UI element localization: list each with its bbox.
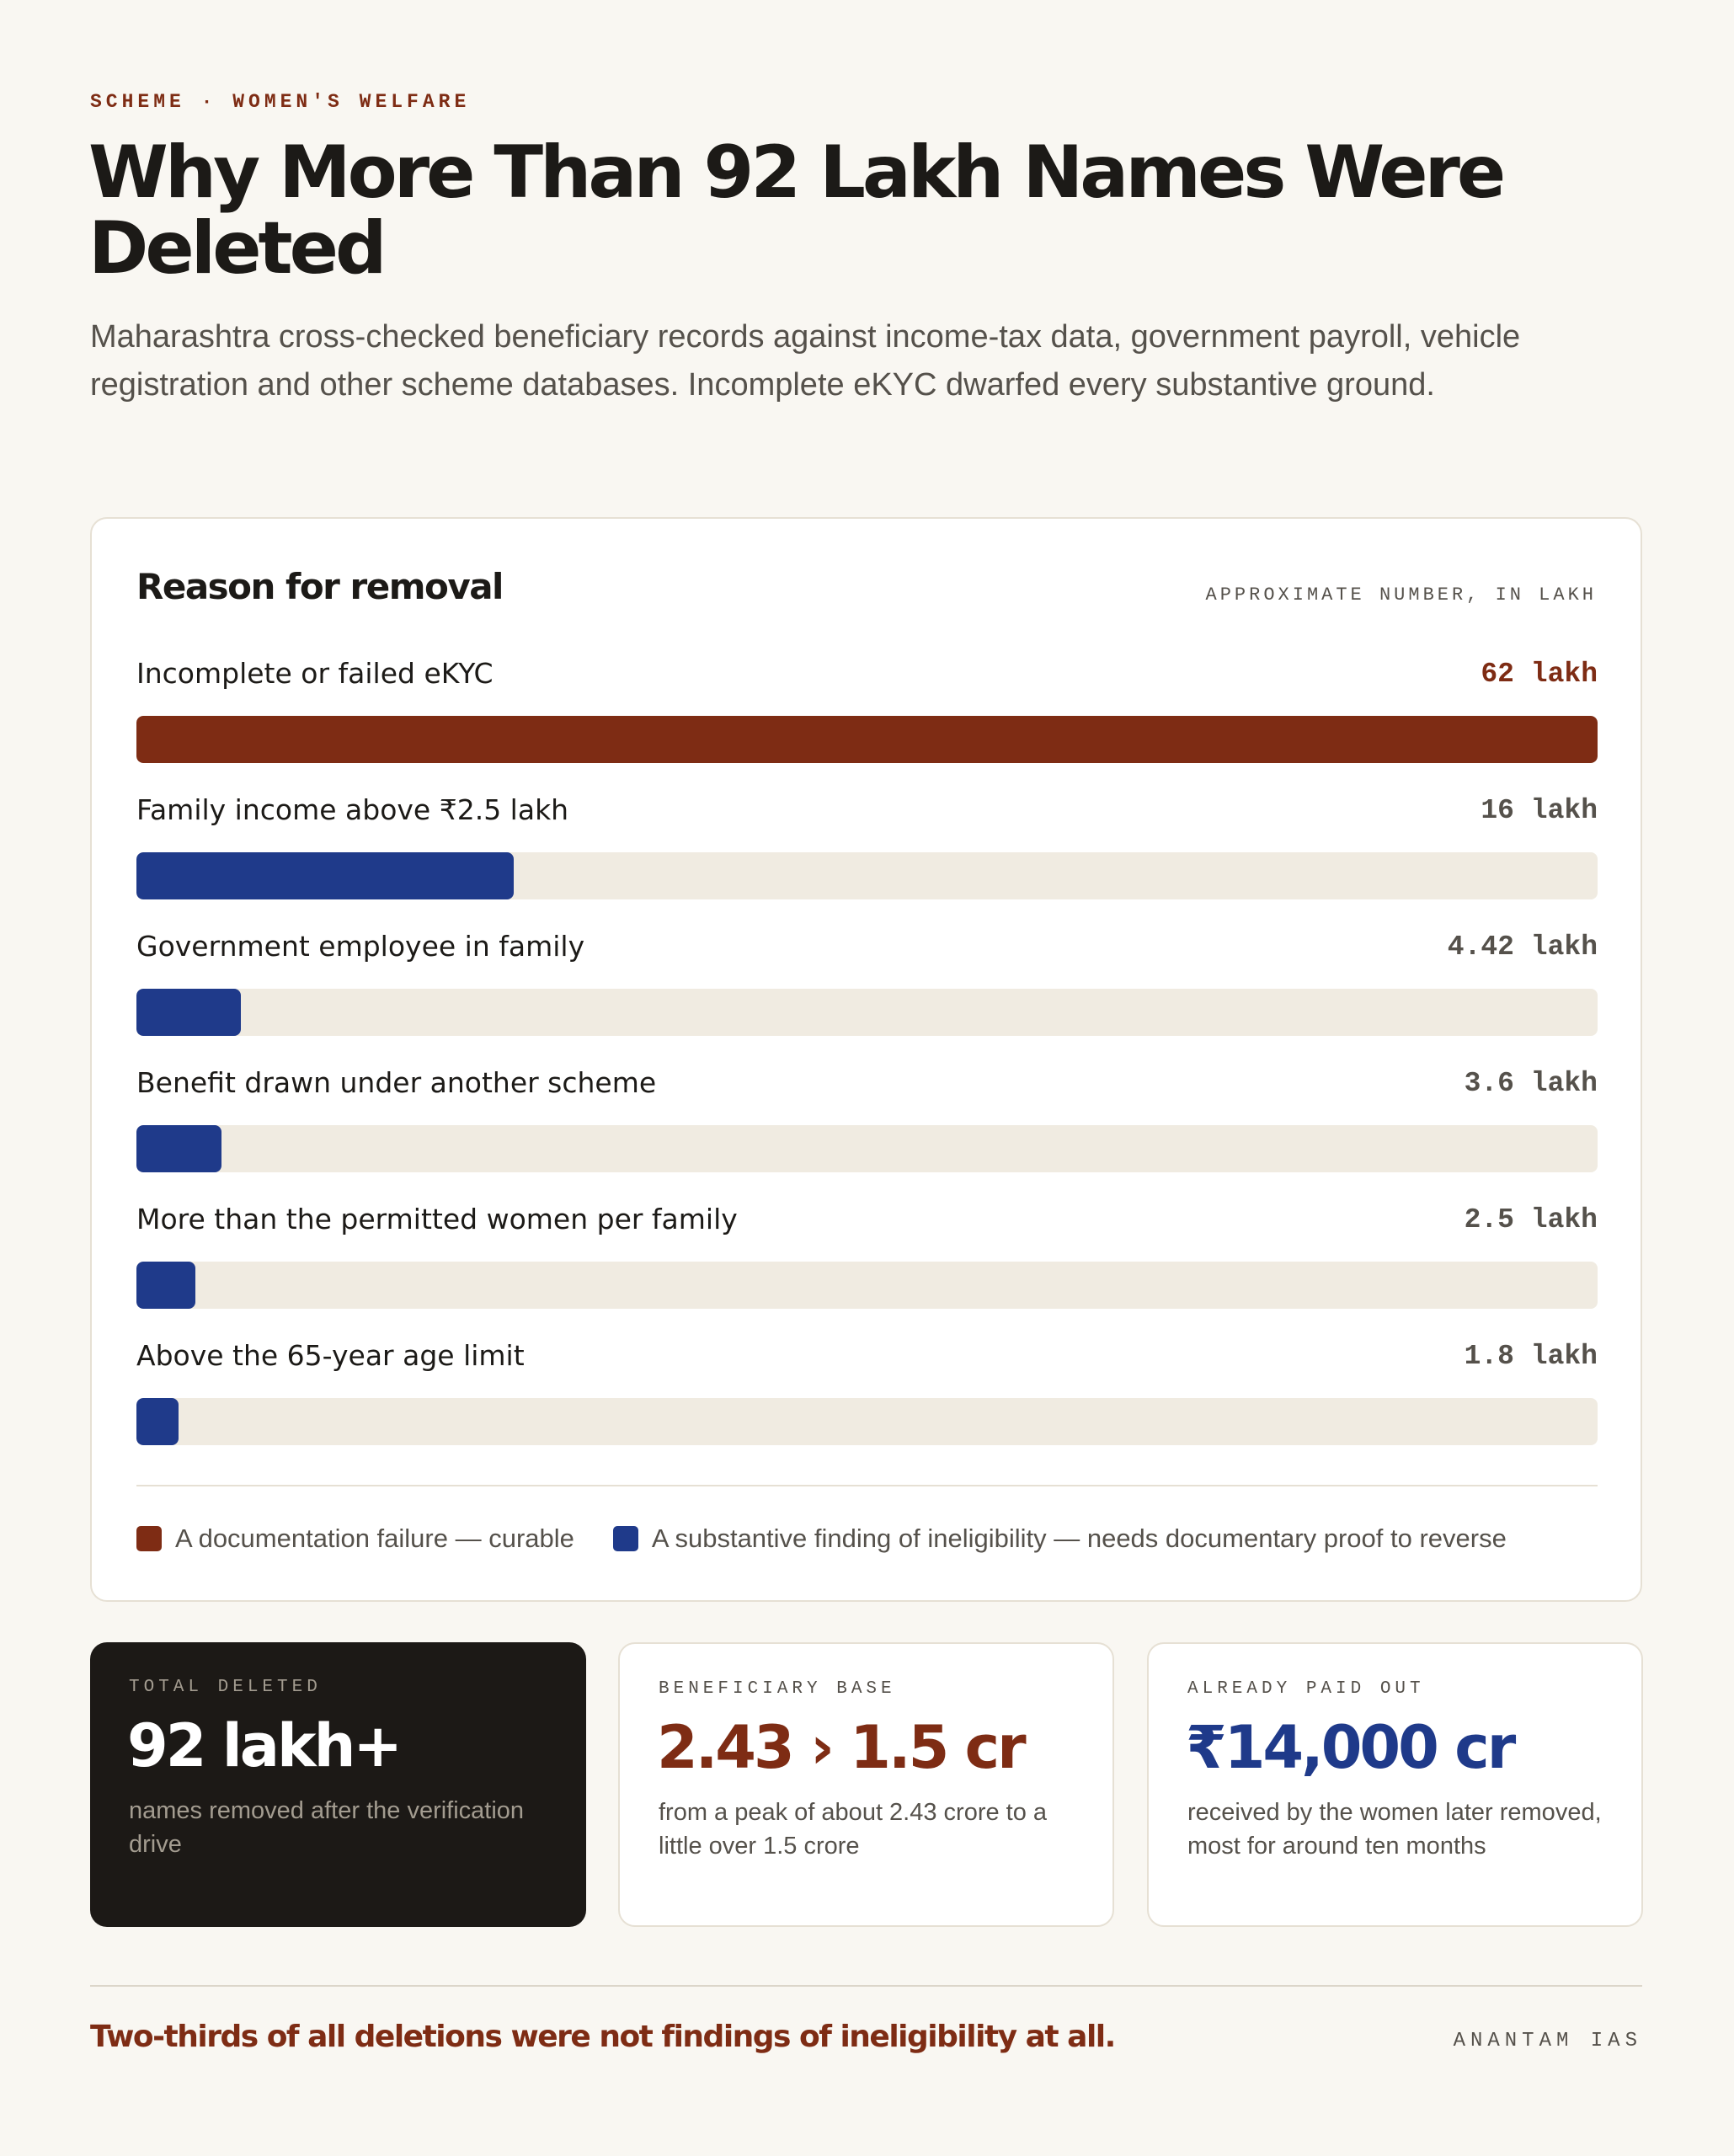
bar-row: Government employee in family 4.42 lakh	[136, 930, 1598, 1048]
bar	[136, 852, 514, 899]
bar	[136, 1398, 179, 1445]
stat-label: ALREADY PAID OUT	[1187, 1679, 1425, 1699]
page-subtitle: Maharashtra cross-checked beneficiary re…	[90, 319, 1521, 403]
bar	[136, 716, 1598, 763]
legend-divider	[136, 1485, 1598, 1486]
chart-title: Reason for removal	[136, 566, 504, 607]
footer-takeaway: Two-thirds of all deletions were not fin…	[90, 2020, 1116, 2054]
stat-value: ₹14,000 cr	[1186, 1713, 1516, 1782]
chart-legend: A documentation failure — curable A subs…	[136, 1522, 1545, 1556]
bar-row: Family income above ₹2.5 lakh 16 lakh	[136, 793, 1598, 911]
stat-description: names removed after the verification dri…	[129, 1797, 525, 1858]
stat-card-beneficiary-base: BENEFICIARY BASE 2.43 › 1.5 cr from a pe…	[618, 1642, 1114, 1927]
bar	[136, 1262, 195, 1309]
stat-card-total-deleted: TOTAL DELETED 92 lakh+ names removed aft…	[90, 1642, 586, 1927]
footer-divider	[90, 1985, 1642, 1987]
page-title: Why More Than 92 Lakh Names Were Deleted	[88, 131, 1506, 291]
legend-swatch-ineligibility	[612, 1526, 638, 1551]
bar-row: Benefit drawn under another scheme 3.6 la…	[136, 1066, 1598, 1184]
bar-row: Above the 65-year age limit 1.8 lakh	[136, 1339, 1598, 1457]
legend-item-documentation: A documentation failure — curable	[136, 1524, 574, 1554]
legend-swatch-documentation	[136, 1526, 162, 1551]
legend-label-documentation: A documentation failure — curable	[175, 1524, 574, 1553]
stat-description: from a peak of about 2.43 crore to a lit…	[659, 1799, 1048, 1860]
bar-chart: Incomplete or failed eKYC 62 lakh Family i…	[136, 657, 1598, 1465]
stat-description: received by the women later removed, mos…	[1187, 1799, 1602, 1860]
stat-label: BENEFICIARY BASE	[659, 1679, 896, 1699]
bar-track	[136, 1262, 1598, 1309]
bar-value-label: 1.8 lakh	[1464, 1341, 1598, 1372]
bar-category-label: More than the permitted women per family	[136, 1203, 738, 1235]
bar-value-label: 2.5 lakh	[1464, 1204, 1598, 1235]
bar	[136, 1125, 221, 1172]
bar-value-label: 4.42 lakh	[1447, 931, 1598, 963]
legend-item-ineligibility: A substantive finding of ineligibility —…	[612, 1524, 1507, 1554]
legend-label-ineligibility: A substantive finding of ineligibility —…	[651, 1524, 1507, 1553]
bar-track	[136, 989, 1598, 1036]
bar	[136, 989, 241, 1036]
bar-track	[136, 1125, 1598, 1172]
bar-value-label: 62 lakh	[1481, 659, 1598, 690]
eyebrow-label: SCHEME · WOMEN'S WELFARE	[90, 91, 471, 113]
bar-category-label: Incomplete or failed eKYC	[136, 657, 494, 690]
stat-value: 2.43 › 1.5 cr	[657, 1713, 1027, 1782]
stat-value: 92 lakh+	[127, 1711, 403, 1780]
bar-value-label: 16 lakh	[1481, 795, 1598, 826]
stat-card-already-paid-out: ALREADY PAID OUT ₹14,000 cr received by …	[1147, 1642, 1643, 1927]
bar-row: Incomplete or failed eKYC 62 lakh	[136, 657, 1598, 775]
bar-category-label: Benefit drawn under another scheme	[136, 1066, 657, 1099]
bar-track	[136, 852, 1598, 899]
stat-label: TOTAL DELETED	[129, 1678, 322, 1697]
bar-value-label: 3.6 lakh	[1464, 1068, 1598, 1099]
footer-brand: ANANTAM IAS	[1453, 2030, 1642, 2052]
bar-category-label: Family income above ₹2.5 lakh	[136, 793, 569, 826]
bar-track	[136, 1398, 1598, 1445]
bar-category-label: Government employee in family	[136, 930, 585, 963]
bar-track	[136, 716, 1598, 763]
chart-unit-note: APPROXIMATE NUMBER, IN LAKH	[1205, 584, 1597, 606]
bar-category-label: Above the 65-year age limit	[136, 1339, 525, 1372]
bar-row: More than the permitted women per family…	[136, 1203, 1598, 1321]
